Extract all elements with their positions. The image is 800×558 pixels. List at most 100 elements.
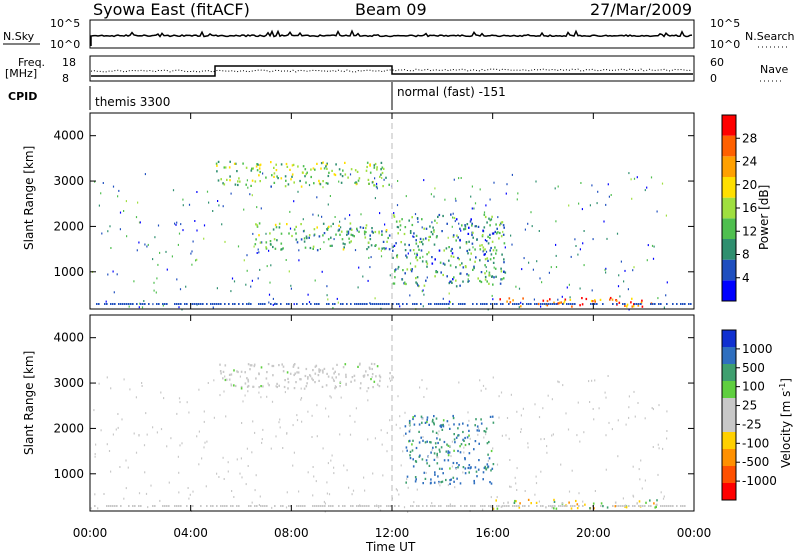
data-cell: [405, 481, 407, 484]
data-cell: [554, 505, 556, 507]
data-cell: [395, 268, 397, 271]
data-cell: [274, 223, 277, 226]
data-cell: [484, 253, 486, 256]
data-cell: [632, 465, 634, 468]
data-cell: [222, 205, 224, 208]
data-cell: [398, 493, 400, 496]
data-cell: [326, 303, 328, 305]
data-cell: [649, 499, 651, 502]
data-cell: [275, 169, 278, 172]
data-cell: [323, 232, 326, 235]
data-cell: [632, 269, 634, 272]
data-cell: [408, 439, 411, 442]
data-cell: [374, 297, 376, 300]
data-cell: [247, 384, 250, 388]
data-cell: [485, 250, 488, 253]
data-cell: [144, 303, 146, 305]
data-cell: [441, 467, 443, 470]
data-cell: [454, 197, 457, 200]
data-cell: [512, 303, 514, 305]
data-cell: [605, 468, 607, 471]
data-cell: [260, 396, 262, 399]
data-cell: [472, 231, 474, 234]
data-cell: [482, 250, 484, 253]
data-cell: [555, 254, 557, 257]
data-cell: [282, 247, 284, 250]
power-heatmap-cells: [91, 160, 692, 311]
data-cell: [288, 505, 290, 507]
data-cell: [503, 258, 505, 261]
data-cell: [135, 451, 138, 454]
data-cell: [658, 303, 660, 305]
data-cell: [450, 249, 452, 252]
data-cell: [490, 253, 493, 256]
data-cell: [440, 425, 442, 429]
data-cell: [444, 303, 446, 305]
data-cell: [526, 303, 528, 305]
data-cell: [431, 448, 433, 451]
data-cell: [268, 301, 270, 304]
data-cell: [272, 297, 274, 300]
data-cell: [293, 181, 295, 184]
data-cell: [546, 445, 548, 448]
data-cell: [312, 494, 314, 497]
data-cell: [482, 505, 484, 507]
data-cell: [496, 496, 498, 499]
data-cell: [672, 303, 674, 305]
data-cell: [287, 387, 289, 390]
data-cell: [404, 411, 406, 414]
data-cell: [144, 243, 146, 246]
data-cell: [538, 500, 540, 503]
data-cell: [449, 479, 451, 482]
data-cell: [395, 242, 397, 245]
data-cell: [302, 218, 304, 221]
data-cell: [611, 428, 613, 431]
velocity-panel-bg: [90, 315, 694, 511]
x-tick-label: 16:00: [475, 526, 510, 540]
data-cell: [123, 497, 125, 500]
data-cell: [536, 303, 538, 305]
data-cell: [141, 306, 144, 309]
data-cell: [534, 403, 536, 406]
data-cell: [641, 487, 643, 490]
data-cell: [274, 303, 276, 305]
data-cell: [483, 430, 486, 433]
data-cell: [651, 244, 654, 247]
data-cell: [458, 381, 460, 384]
data-cell: [477, 433, 479, 436]
data-cell: [420, 249, 423, 252]
data-cell: [415, 277, 417, 280]
data-cell: [176, 412, 178, 415]
colorbar-segment: [722, 364, 736, 381]
data-cell: [254, 243, 257, 246]
data-cell: [498, 395, 500, 398]
data-cell: [516, 303, 518, 305]
data-cell: [555, 507, 558, 510]
data-cell: [353, 235, 355, 238]
data-cell: [405, 254, 407, 257]
data-cell: [560, 463, 562, 466]
data-cell: [460, 505, 462, 507]
date-label: 27/Mar/2009: [590, 0, 692, 19]
data-cell: [571, 305, 573, 308]
data-cell: [258, 373, 260, 376]
colorbar-tick-label: 25: [742, 399, 757, 413]
data-cell: [216, 505, 218, 507]
data-cell: [542, 407, 544, 410]
data-cell: [557, 298, 559, 301]
data-cell: [316, 505, 318, 507]
data-cell: [431, 420, 434, 423]
data-cell: [606, 506, 609, 509]
data-cell: [625, 506, 628, 509]
data-cell: [625, 423, 627, 426]
data-cell: [245, 166, 248, 169]
data-cell: [451, 440, 453, 443]
data-cell: [376, 166, 378, 169]
data-cell: [369, 171, 372, 174]
data-cell: [268, 384, 270, 387]
data-cell: [121, 418, 123, 421]
data-cell: [122, 303, 124, 305]
data-cell: [162, 304, 164, 307]
data-cell: [186, 505, 188, 507]
